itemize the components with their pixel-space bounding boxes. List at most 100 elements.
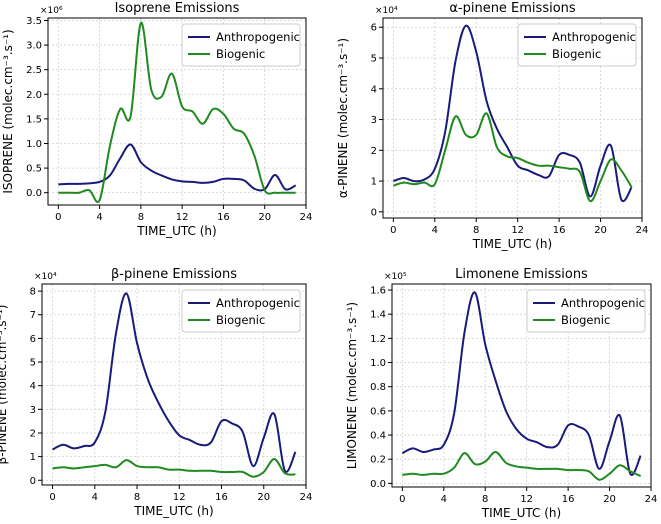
exponent-label: ×10⁶	[40, 6, 63, 16]
y-tick-label: 1.5	[26, 114, 42, 125]
legend-box	[517, 23, 637, 67]
series-biogenic-line	[58, 21, 296, 203]
y-tick-label: 0	[30, 476, 36, 487]
legend-label-biogenic: Biogenic	[216, 47, 265, 61]
y-tick-label: 5	[371, 54, 377, 65]
chart-title: α-pinene Emissions	[449, 1, 576, 16]
y-tick-label: 5	[30, 358, 36, 369]
y-tick-label: 2.0	[26, 90, 42, 101]
y-tick-label: 0.0	[26, 188, 42, 199]
x-tick-label: 24	[636, 225, 649, 236]
legend: Anthropogenic Biogenic	[181, 23, 301, 67]
plot-frame	[382, 17, 643, 219]
x-axis-label: TIME_UTC (h)	[136, 224, 216, 238]
x-tick-label: 0	[399, 494, 405, 505]
y-tick-label: 3	[371, 115, 377, 126]
series-biogenic-line	[52, 457, 296, 478]
x-tick-label: 4	[441, 494, 447, 505]
x-tick-label: 4	[432, 225, 438, 236]
x-tick-label: 24	[300, 212, 313, 223]
y-tick-label: 0.0	[370, 479, 386, 490]
exponent-label: ×10⁴	[375, 6, 398, 16]
y-axis-label: LIMONENE (molec.cm⁻³.s⁻¹)	[345, 302, 359, 469]
series-biogenic-line	[393, 112, 633, 203]
y-tick-label: 1.0	[26, 139, 42, 150]
x-axis-label: TIME_UTC (h)	[133, 504, 213, 518]
legend-label-anthropogenic: Anthropogenic	[216, 296, 300, 310]
legend-box	[526, 289, 646, 333]
x-tick-label: 0	[390, 225, 396, 236]
y-tick-label: 1.4	[370, 310, 386, 321]
x-tick-label: 16	[553, 225, 566, 236]
x-tick-label: 16	[215, 492, 228, 503]
x-tick-label: 4	[96, 212, 102, 223]
legend: Anthropogenic Biogenic	[517, 23, 637, 67]
legend-label-biogenic: Biogenic	[552, 47, 601, 61]
x-tick-label: 20	[258, 212, 271, 223]
y-tick-label: 6	[30, 334, 36, 345]
exponent-label: ×10⁵	[384, 272, 407, 282]
y-axis-label: ISOPRENE (molec.cm⁻³.s⁻¹)	[1, 29, 15, 193]
y-axis-label: β-PINENE (molec.cm⁻³.s⁻¹)	[0, 305, 9, 465]
y-tick-label: 1.0	[370, 358, 386, 369]
x-tick-label: 12	[520, 494, 533, 505]
y-tick-label: 0.2	[370, 455, 386, 466]
legend-box	[181, 23, 301, 67]
legend-label-biogenic: Biogenic	[561, 313, 610, 327]
series-biogenic-line	[402, 450, 642, 481]
x-axis-label: TIME_UTC (h)	[481, 506, 561, 520]
y-tick-label: 4	[371, 84, 377, 95]
plot-frame	[41, 283, 307, 486]
y-tick-label: 6	[371, 23, 377, 34]
legend-box	[181, 289, 301, 333]
legend-label-anthropogenic: Anthropogenic	[552, 30, 636, 44]
y-tick-label: 1	[371, 177, 377, 188]
y-tick-label: 8	[30, 287, 36, 298]
plot-frame	[391, 283, 652, 488]
legend: Anthropogenic Biogenic	[526, 289, 646, 333]
x-tick-label: 0	[55, 212, 61, 223]
x-tick-label: 8	[482, 494, 488, 505]
y-tick-label: 1	[30, 452, 36, 463]
x-tick-label: 24	[300, 492, 313, 503]
limonene-panel: 0 4 8 12 16 20 24 0.0 0.2 0.4 0.6 0.8 1.0 1.2 1.4 1.6 ×1…	[345, 267, 657, 520]
series-anthropogenic-line	[401, 291, 642, 476]
y-tick-label: 0.6	[370, 406, 386, 417]
y-tick-label: 2.5	[26, 65, 42, 76]
x-tick-label: 12	[511, 225, 524, 236]
y-tick-label: 2	[30, 428, 36, 439]
legend-label-anthropogenic: Anthropogenic	[216, 30, 300, 44]
chart-title: Isoprene Emissions	[115, 1, 240, 16]
chart-title: β-pinene Emissions	[111, 267, 237, 282]
y-tick-label: 0.8	[370, 382, 386, 393]
y-tick-label: 0	[371, 207, 377, 218]
y-tick-label: 2	[371, 146, 377, 157]
legend: Anthropogenic Biogenic	[181, 289, 301, 333]
series-anthropogenic-line	[393, 24, 633, 203]
x-tick-label: 24	[645, 494, 658, 505]
isoprene-panel: 0 4 8 12 16 20 24 0.0 0.5 1.0 1.5 2.0 2.5 3.0 3.5×10⁶ I…	[1, 1, 312, 238]
plot-frame	[47, 17, 307, 206]
x-tick-label: 8	[134, 492, 140, 503]
y-tick-label: 3.5	[26, 16, 42, 27]
y-tick-label: 7	[30, 310, 36, 321]
x-tick-label: 8	[138, 212, 144, 223]
x-tick-label: 4	[92, 492, 98, 503]
y-tick-label: 0.4	[370, 431, 386, 442]
legend-label-anthropogenic: Anthropogenic	[561, 296, 645, 310]
x-tick-label: 20	[257, 492, 270, 503]
y-tick-label: 3	[30, 405, 36, 416]
y-tick-label: 3.0	[26, 41, 42, 52]
legend-label-biogenic: Biogenic	[216, 313, 265, 327]
y-tick-label: 1.6	[370, 286, 386, 297]
x-tick-label: 8	[473, 225, 479, 236]
y-tick-label: 0.5	[26, 164, 42, 175]
series-anthropogenic-line	[58, 143, 297, 192]
x-tick-label: 20	[603, 494, 616, 505]
x-tick-label: 20	[594, 225, 607, 236]
x-axis-label: TIME_UTC (h)	[472, 237, 552, 251]
x-tick-label: 16	[217, 212, 230, 223]
y-axis-label: α-PINENE (molec.cm⁻³.s⁻¹)	[336, 38, 350, 198]
